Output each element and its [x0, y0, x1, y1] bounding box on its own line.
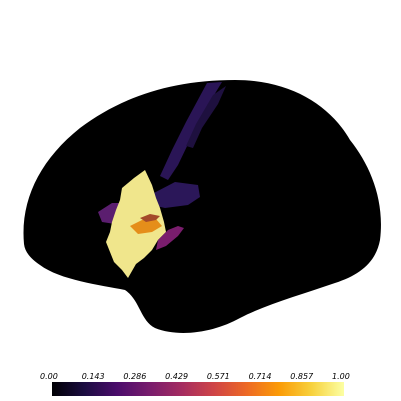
colorbar-tick-label: 0.286: [123, 372, 146, 381]
overlay-region-mid-dark: [140, 214, 160, 222]
colorbar-tick-label: 1.00: [332, 372, 350, 381]
colorbar: [52, 382, 344, 396]
overlay-region-purple-lower: [156, 226, 184, 250]
overlay-region-dark-strand: [186, 86, 226, 148]
colorbar-tick-label: 0.857: [290, 372, 314, 381]
colorbar-tick-labels: 0.00 0.143 0.286 0.429 0.571 0.714 0.857 1.00: [40, 372, 350, 381]
colorbar-tick-label: 0.714: [249, 372, 272, 381]
overlay-region-dark-right: [150, 182, 200, 208]
colorbar-tick-label: 0.143: [82, 372, 105, 381]
overlay-region-mid: [130, 219, 162, 234]
colorbar-tick-label: 0.00: [40, 372, 58, 381]
colorbar-tick-label: 0.429: [165, 372, 188, 381]
colorbar-tick-label: 0.571: [207, 372, 230, 381]
brain-surface: [23, 80, 381, 333]
